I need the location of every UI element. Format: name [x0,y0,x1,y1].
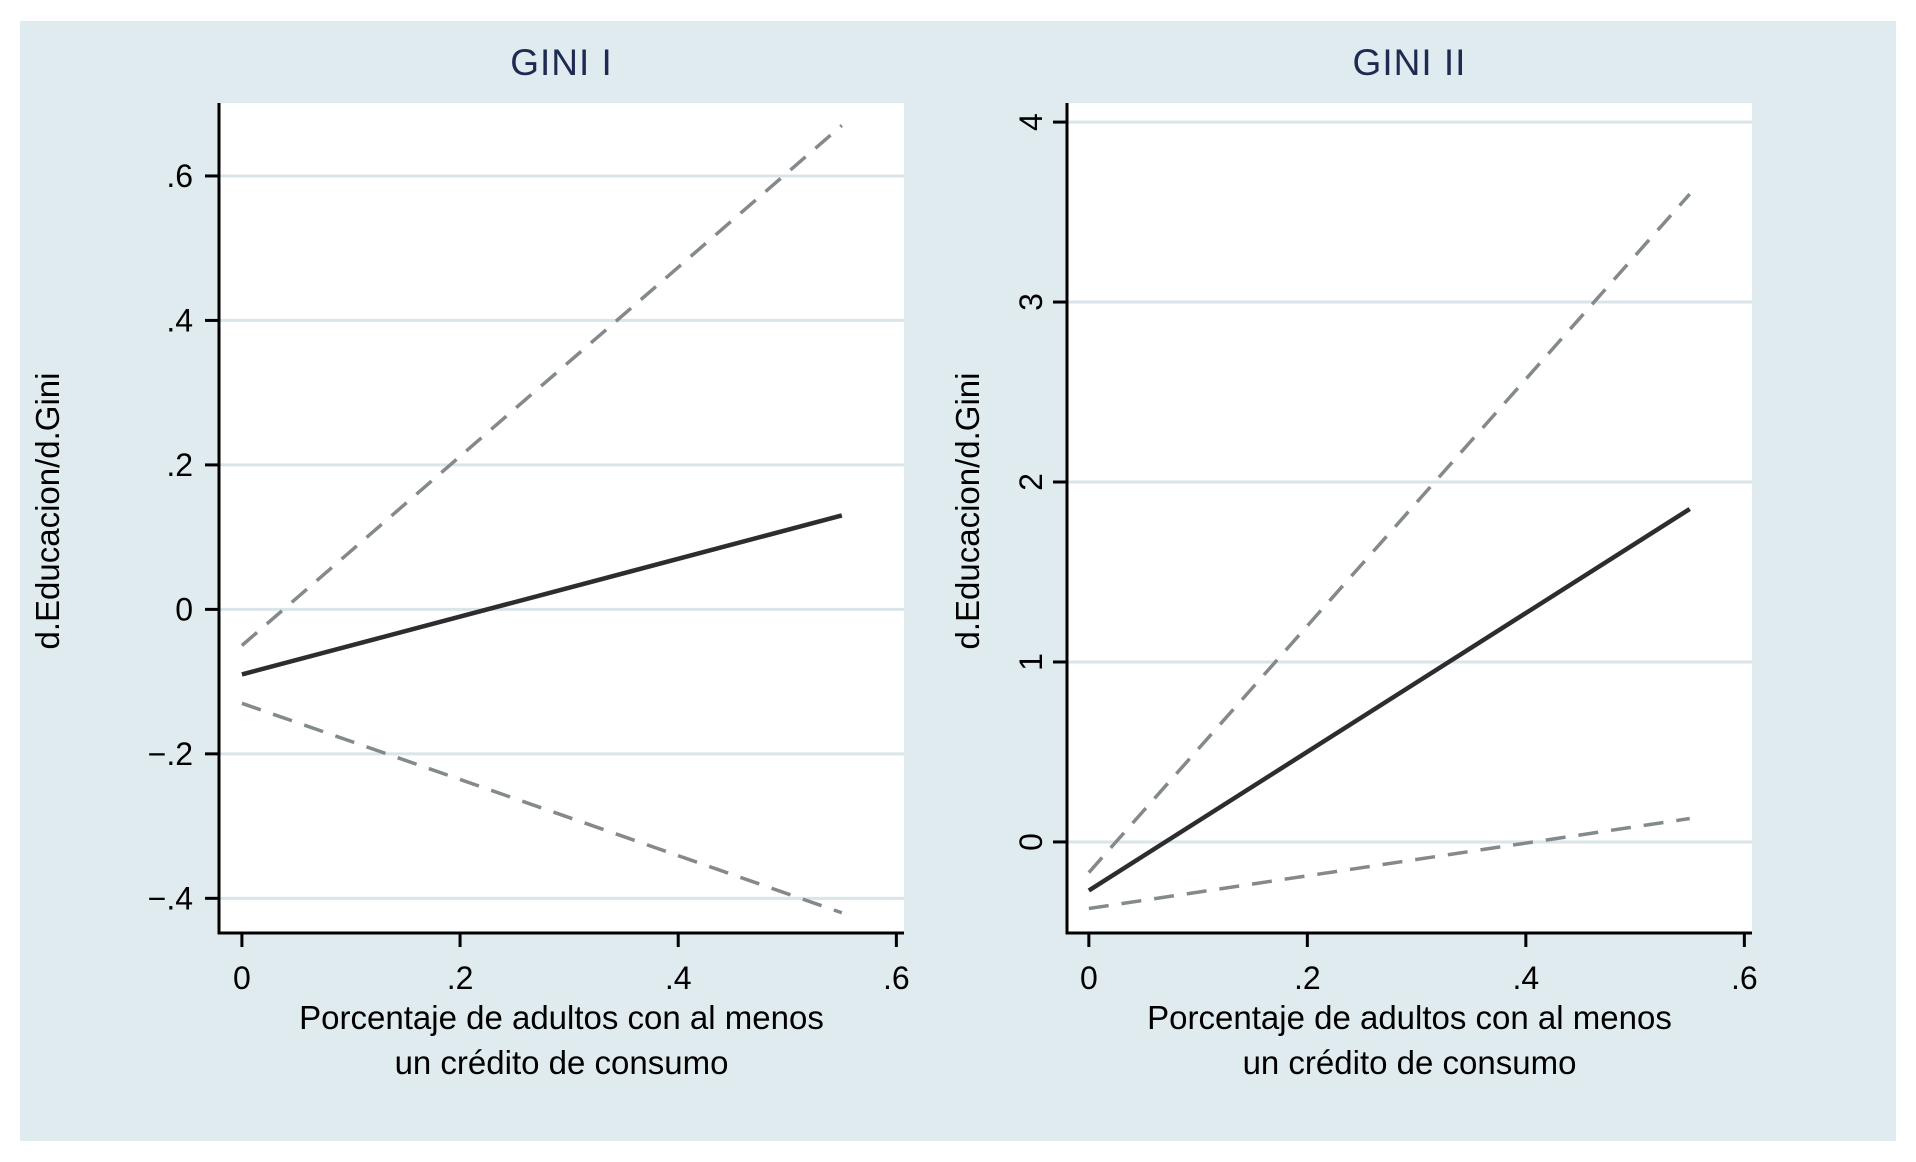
y-tick-label: .4 [166,302,193,338]
panel1-title: GINI I [510,42,613,83]
series-line-upper-ci [1087,192,1692,874]
x-tick-label: .6 [883,960,910,996]
panel1-x-axis-label: Porcentaje de adultos con al menos un cr… [219,995,904,1085]
panel1-plot-area: .6 .4 .2 0 −.2 −.4 0 .2 .4 .6 [148,103,910,996]
series-line-estimate [1087,507,1691,893]
series-line-upper-ci [240,124,843,647]
y-tick-label: 0 [175,591,193,627]
y-tick-label: 3 [1013,293,1049,311]
panel2-y-axis-label: d.Educacion/d.Gini [949,372,986,650]
y-tick-label: .6 [166,158,193,194]
y-tick-label: 2 [1013,473,1049,491]
y-tick-label: 4 [1013,113,1049,131]
x-tick-label: 0 [233,960,251,996]
x-tick-label: .4 [665,960,692,996]
series-line-lower-ci [241,701,843,915]
x-tick-label: 0 [1080,960,1098,996]
panel2-x-axis-label: Porcentaje de adultos con al menos un cr… [1067,995,1752,1085]
panel1-x-axis-label-line1: Porcentaje de adultos con al menos [299,999,824,1036]
panel2-x-axis-label-line2: un crédito de consumo [1242,1044,1577,1081]
y-tick-label: 1 [1013,653,1049,671]
y-tick-label: 0 [1013,833,1049,851]
y-tick-label: .2 [166,447,193,483]
series-line-estimate [241,513,843,677]
x-tick-label: .6 [1731,960,1758,996]
panel2-title: GINI II [1352,42,1467,83]
panel2-x-axis-label-line1: Porcentaje de adultos con al menos [1147,999,1672,1036]
series-line-lower-ci [1088,816,1690,911]
panel2-plot-area: 4 3 2 1 0 0 .2 .4 .6 [1013,103,1758,996]
x-tick-label: .2 [1294,960,1321,996]
x-tick-label: .4 [1513,960,1540,996]
y-tick-label: −.4 [148,880,193,916]
figure-canvas: GINI I GINI II d.Educacion/d.Gini d.Educ… [20,21,1896,1141]
panel1-x-axis-label-line2: un crédito de consumo [394,1044,729,1081]
y-tick-label: −.2 [148,736,193,772]
panel1-y-axis-label: d.Educacion/d.Gini [29,372,66,650]
x-tick-label: .2 [447,960,474,996]
